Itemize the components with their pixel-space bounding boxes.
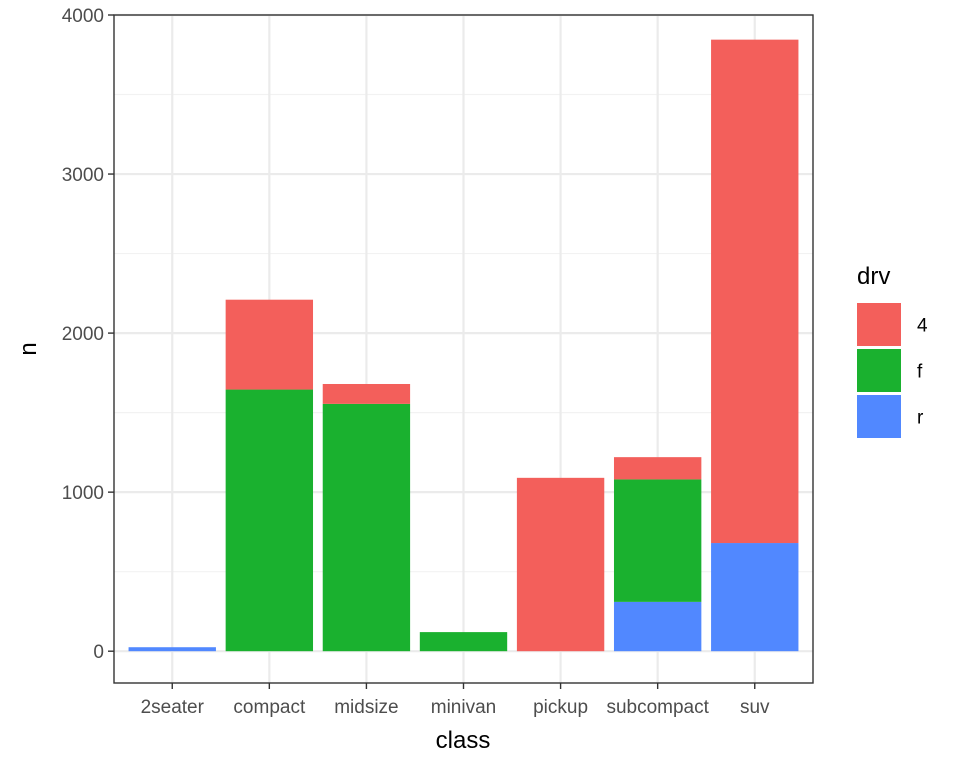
legend-label-r: r [917,408,924,429]
bar-compact-4 [225,299,314,390]
legend-key-4 [857,303,901,346]
x-tick-label: pickup [533,697,588,718]
legend: drv 4 f r [857,263,928,438]
legend-label-4: 4 [917,316,928,337]
bar-suv-r [711,543,799,652]
legend-label-f: f [917,362,923,383]
legend-key-f [857,349,901,392]
bar-minivan-f [419,632,508,652]
y-tick-label: 2000 [62,324,104,345]
y-axis-title: n [15,342,42,355]
x-tick-label: suv [740,697,770,718]
plot-panel [113,13,814,684]
axes: 0 1000 2000 3000 4000 2seater compact midsize mi… [62,6,770,718]
bar-compact-f [225,389,314,652]
bar-2seater-r [128,647,216,652]
y-tick-label: 3000 [62,165,104,186]
bar-pickup-4 [516,477,605,652]
bar-midsize-f [322,403,411,652]
legend-key-r [857,395,901,438]
x-tick-label: minivan [431,697,496,718]
y-tick-label: 0 [93,642,104,663]
y-tick-label: 4000 [62,6,104,27]
bar-subcompact-f [613,479,702,602]
bar-midsize-4 [322,383,411,404]
x-tick-label: subcompact [606,697,709,718]
legend-title: drv [857,263,890,290]
bar-subcompact-r [613,601,702,652]
bar-subcompact-4 [613,457,702,480]
bar-suv-4 [711,39,799,544]
x-axis-title: class [436,727,491,754]
x-tick-label: midsize [334,697,398,718]
y-tick-label: 1000 [62,483,104,504]
x-tick-label: compact [233,697,306,718]
x-tick-label: 2seater [141,697,205,718]
